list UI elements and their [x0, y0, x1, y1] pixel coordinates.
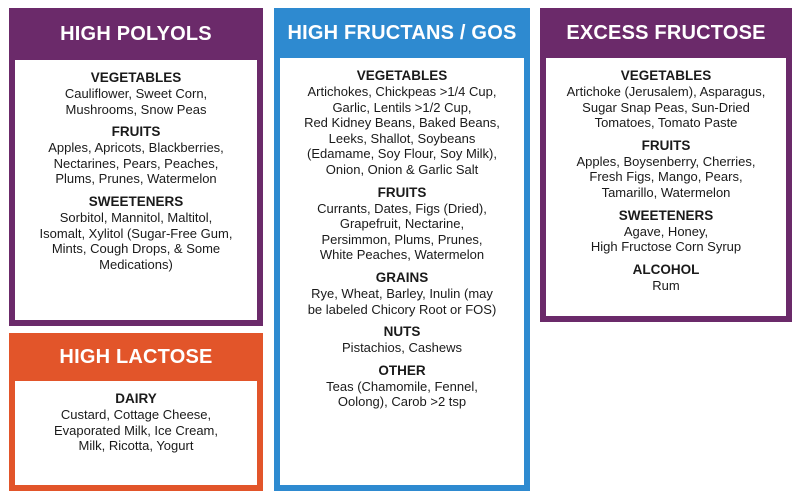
item-line: Artichoke (Jerusalem), Asparagus,: [566, 84, 766, 99]
section-heading: VEGETABLES: [90, 70, 182, 85]
section-heading: VEGETABLES: [356, 68, 448, 83]
item-line: Apples, Boysenberry, Cherries,: [576, 153, 756, 169]
section-items: Apples, Boysenberry, Cherries, Fresh Figs…: [546, 154, 786, 201]
section-items: Pistachios, Cashews: [280, 340, 524, 356]
item-line: Mints, Cough Drops, & Some: [51, 241, 221, 257]
card-title: HIGH LACTOSE: [59, 345, 213, 368]
item-line: Sorbitol, Mannitol, Maltitol,: [59, 209, 213, 225]
section-heading: DAIRY: [115, 391, 157, 406]
item-line: High Fructose Corn Syrup: [590, 239, 742, 255]
item-line: Plums, Prunes, Watermelon: [55, 171, 217, 187]
card-body: VEGETABLES Cauliflower, Sweet Corn, Mushro…: [15, 60, 257, 320]
item-line: Oolong), Carob >2 tsp: [337, 394, 467, 410]
item-line: Red Kidney Beans, Baked Beans,: [304, 115, 500, 131]
item-line: Artichokes, Chickpeas >1/4 Cup,: [307, 84, 497, 99]
card-body: DAIRY Custard, Cottage Cheese, Evaporated …: [15, 381, 257, 485]
item-line: Onion, Onion & Garlic Salt: [325, 161, 479, 177]
item-line: Sugar Snap Peas, Sun-Dried: [582, 99, 750, 115]
high-lactose-card: HIGH LACTOSE DAIRY Custard, Cottage Chees…: [9, 333, 263, 491]
item-line: Agave, Honey,: [623, 223, 709, 239]
section-items: Artichoke (Jerusalem), Asparagus, Sugar S…: [546, 84, 786, 131]
high-fructans-gos-card: HIGH FRUCTANS / GOS VEGETABLES Artichokes…: [274, 8, 530, 491]
item-line: Apples, Apricots, Blackberries,: [48, 140, 224, 156]
section-heading: SWEETENERS: [88, 193, 184, 209]
section-items: Currants, Dates, Figs (Dried), Grapefruit…: [280, 201, 524, 263]
card-title: HIGH FRUCTANS / GOS: [287, 21, 517, 44]
item-line: Rum: [652, 277, 680, 293]
section-heading: SWEETENERS: [618, 207, 714, 223]
section-items: Sorbitol, Mannitol, Maltitol, Isomalt, Xy…: [15, 210, 257, 272]
item-line: Rye, Wheat, Barley, Inulin (may: [311, 285, 493, 301]
section-heading: VEGETABLES: [620, 68, 712, 83]
excess-fructose-card: EXCESS FRUCTOSE VEGETABLES Artichoke (Jer…: [540, 8, 792, 322]
item-line: Tomatoes, Tomato Paste: [594, 115, 738, 131]
item-line: Cauliflower, Sweet Corn,: [64, 86, 208, 101]
item-line: Custard, Cottage Cheese,: [60, 407, 212, 422]
item-line: Mushrooms, Snow Peas: [65, 101, 207, 117]
section-items: Custard, Cottage Cheese, Evaporated Milk,…: [15, 407, 257, 454]
item-line: Isomalt, Xylitol (Sugar-Free Gum,: [39, 225, 233, 241]
item-line: Fresh Figs, Mango, Pears,: [589, 169, 743, 185]
item-line: Tamarillo, Watermelon: [601, 184, 731, 200]
section-heading: FRUITS: [641, 137, 691, 153]
section-items: Agave, Honey, High Fructose Corn Syrup: [546, 224, 786, 255]
item-line: Medications): [99, 256, 173, 272]
card-body: VEGETABLES Artichoke (Jerusalem), Asparag…: [546, 58, 786, 316]
section-heading: FRUITS: [111, 124, 161, 140]
item-line: Pistachios, Cashews: [342, 340, 462, 356]
card-title: EXCESS FRUCTOSE: [566, 21, 766, 44]
item-line: be labeled Chicory Root or FOS): [307, 301, 497, 317]
item-line: (Edamame, Soy Flour, Soy Milk),: [307, 146, 497, 162]
item-line: Garlic, Lentils >1/2 Cup,: [332, 99, 472, 115]
item-line: Nectarines, Pears, Peaches,: [53, 155, 219, 171]
item-line: White Peaches, Watermelon: [319, 247, 485, 263]
section-items: Cauliflower, Sweet Corn, Mushrooms, Snow …: [15, 86, 257, 117]
section-items: Teas (Chamomile, Fennel, Oolong), Carob >…: [280, 379, 524, 410]
item-line: Evaporated Milk, Ice Cream,: [53, 422, 218, 438]
item-line: Leeks, Shallot, Soybeans: [328, 130, 476, 146]
item-line: Currants, Dates, Figs (Dried),: [317, 200, 487, 216]
section-heading: NUTS: [383, 324, 421, 340]
high-polyols-card: HIGH POLYOLS VEGETABLES Cauliflower, Swee…: [9, 8, 263, 326]
item-line: Milk, Ricotta, Yogurt: [78, 438, 194, 454]
section-items: Rye, Wheat, Barley, Inulin (may be labele…: [280, 286, 524, 317]
section-heading: OTHER: [378, 362, 426, 378]
section-heading: ALCOHOL: [632, 261, 700, 277]
section-items: Rum: [546, 278, 786, 294]
section-items: Artichokes, Chickpeas >1/4 Cup, Garlic, L…: [280, 84, 524, 178]
section-heading: FRUITS: [377, 184, 427, 200]
section-heading: GRAINS: [375, 269, 429, 285]
item-line: Grapefruit, Nectarine,: [339, 216, 465, 232]
card-title: HIGH POLYOLS: [60, 22, 212, 45]
card-body: VEGETABLES Artichokes, Chickpeas >1/4 Cup…: [280, 58, 524, 485]
item-line: Persimmon, Plums, Prunes,: [321, 231, 483, 247]
section-items: Apples, Apricots, Blackberries, Nectarine…: [15, 140, 257, 187]
item-line: Teas (Chamomile, Fennel,: [326, 378, 478, 394]
